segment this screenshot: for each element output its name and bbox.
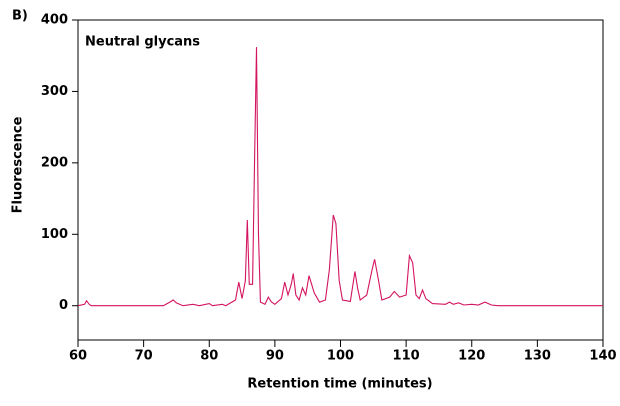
y-tick-label: 300 — [41, 84, 68, 99]
x-tick-label: 90 — [266, 349, 284, 364]
y-tick-label: 400 — [41, 13, 68, 28]
y-tick-label: 100 — [41, 227, 68, 242]
x-tick-label: 120 — [458, 349, 485, 364]
x-tick-label: 130 — [524, 349, 551, 364]
y-axis-label: Fluorescence — [11, 116, 26, 213]
x-tick-label: 70 — [135, 349, 153, 364]
x-tick-label: 80 — [200, 349, 218, 364]
x-axis-label: Retention time (minutes) — [247, 377, 432, 392]
y-tick-label: 0 — [59, 298, 68, 313]
x-tick-label: 60 — [69, 349, 87, 364]
plot-frame — [77, 19, 604, 341]
x-tick-label: 100 — [327, 349, 354, 364]
x-tick-label: 140 — [589, 349, 616, 364]
panel-label: B) — [12, 9, 28, 24]
x-tick-label: 110 — [393, 349, 420, 364]
annotation: Neutral glycans — [85, 35, 200, 50]
trace — [77, 47, 603, 307]
y-tick-label: 200 — [41, 155, 68, 170]
